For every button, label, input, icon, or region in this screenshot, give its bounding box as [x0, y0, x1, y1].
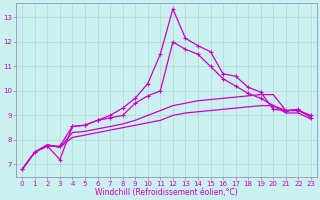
- X-axis label: Windchill (Refroidissement éolien,°C): Windchill (Refroidissement éolien,°C): [95, 188, 238, 197]
